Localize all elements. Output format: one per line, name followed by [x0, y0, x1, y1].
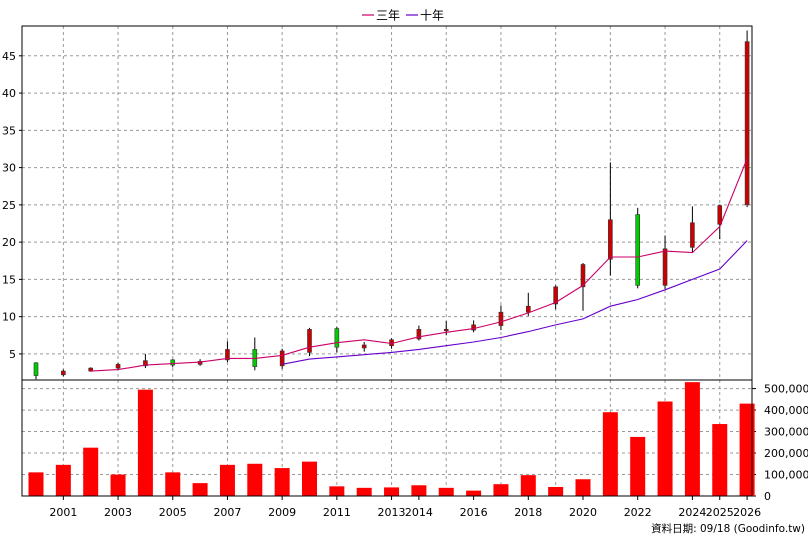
volume-tick-label: 0	[764, 490, 771, 503]
volume-bar	[274, 468, 290, 496]
candle-body	[307, 329, 312, 353]
volume-bar	[712, 424, 728, 496]
volume-bar	[356, 487, 372, 496]
price-tick-label: 10	[2, 311, 16, 324]
year-tick-label: 2020	[569, 506, 597, 519]
legend-label-3y: 三年	[376, 9, 400, 23]
volume-bar	[83, 447, 99, 496]
candle-body	[334, 328, 340, 348]
price-y-axis: 5 10 15 20 25 30 35 40 45	[2, 50, 22, 361]
candle-body	[471, 324, 476, 331]
ma-3y-line	[90, 158, 748, 372]
volume-bar	[28, 472, 44, 496]
volume-bar	[575, 479, 591, 496]
panel-frames	[21, 25, 753, 497]
year-tick-label: 2011	[323, 506, 351, 519]
year-tick-label: 2014	[405, 506, 433, 519]
candle-body	[115, 364, 121, 369]
candle-body	[553, 286, 558, 305]
price-tick-label: 5	[9, 348, 16, 361]
candle-body	[225, 349, 230, 361]
year-tick-label: 2007	[213, 506, 241, 519]
moving-average-lines	[90, 158, 748, 372]
price-tick-label: 25	[2, 199, 16, 212]
candle-body	[61, 370, 66, 376]
chart-legend: 三年 十年	[362, 9, 444, 23]
legend-label-10y: 十年	[420, 9, 444, 23]
volume-tick-label: 200,000	[764, 447, 808, 460]
year-tick-label: 2026	[733, 506, 761, 519]
volume-tick-label: 100,000	[764, 469, 808, 482]
candle-body	[279, 350, 285, 367]
year-tick-label: 2009	[268, 506, 296, 519]
volume-bar	[302, 461, 317, 496]
volume-bar	[55, 464, 71, 496]
volume-tick-label: 400,000	[764, 404, 808, 417]
volume-bar	[411, 485, 427, 496]
price-tick-label: 35	[2, 124, 16, 137]
candle-body	[170, 359, 176, 366]
year-tick-label: 2024	[678, 506, 706, 519]
volume-bar	[192, 483, 208, 496]
candle-body	[33, 362, 39, 376]
volume-bar	[548, 486, 564, 496]
volume-bar	[438, 487, 454, 496]
year-x-axis: 2001 2003 2005 2007 2009 2011 2013 2014 2016 2018…	[49, 496, 761, 519]
volume-bar	[110, 474, 126, 496]
volume-bars	[28, 382, 755, 496]
volume-bar	[384, 487, 400, 496]
volume-bar	[329, 486, 345, 496]
volume-bar	[739, 403, 755, 496]
volume-bar	[684, 382, 700, 496]
candle-body	[525, 305, 531, 313]
year-tick-label: 2018	[514, 506, 542, 519]
candle-body	[498, 311, 504, 326]
volume-bar	[165, 472, 181, 496]
volume-panel-frame	[21, 379, 753, 497]
year-tick-label: 2025	[706, 506, 734, 519]
volume-bar	[137, 389, 153, 496]
volume-bar	[493, 484, 509, 496]
footer-data-date: 資料日期: 09/18 (Goodinfo.tw)	[651, 522, 805, 535]
year-tick-label: 2005	[159, 506, 187, 519]
candle-body	[580, 264, 586, 288]
candle-body	[608, 219, 613, 260]
year-tick-label: 2022	[624, 506, 652, 519]
volume-tick-label: 500,000	[764, 383, 808, 396]
candle-body	[662, 248, 668, 286]
volume-y-axis: 0 100,000 200,000 300,000 400,000 500,000	[752, 383, 808, 503]
candle-body	[143, 360, 148, 367]
year-tick-label: 2013	[378, 506, 406, 519]
price-tick-label: 45	[2, 50, 16, 63]
price-tick-label: 30	[2, 162, 16, 175]
volume-bar	[247, 463, 263, 496]
volume-bar	[602, 412, 618, 496]
candle-body	[197, 361, 203, 365]
price-panel-grid	[22, 26, 752, 380]
volume-tick-label: 300,000	[764, 426, 808, 439]
volume-bar	[466, 490, 482, 496]
ma-10y-line	[281, 240, 748, 365]
candle-body	[443, 329, 449, 332]
year-tick-label: 2003	[104, 506, 132, 519]
volume-bar	[219, 464, 235, 496]
year-tick-label: 2001	[49, 506, 77, 519]
volume-bar	[520, 475, 536, 496]
candle-body	[361, 344, 367, 349]
candle-body	[717, 205, 723, 225]
year-tick-label: 2016	[460, 506, 488, 519]
candle-body	[635, 214, 641, 286]
candle-body	[744, 41, 750, 206]
candle-body	[416, 329, 422, 340]
candle-body	[690, 222, 695, 248]
volume-bar	[630, 436, 646, 496]
price-tick-label: 40	[2, 87, 16, 100]
price-tick-label: 20	[2, 236, 16, 249]
volume-bar	[657, 401, 673, 496]
price-tick-label: 15	[2, 273, 16, 286]
